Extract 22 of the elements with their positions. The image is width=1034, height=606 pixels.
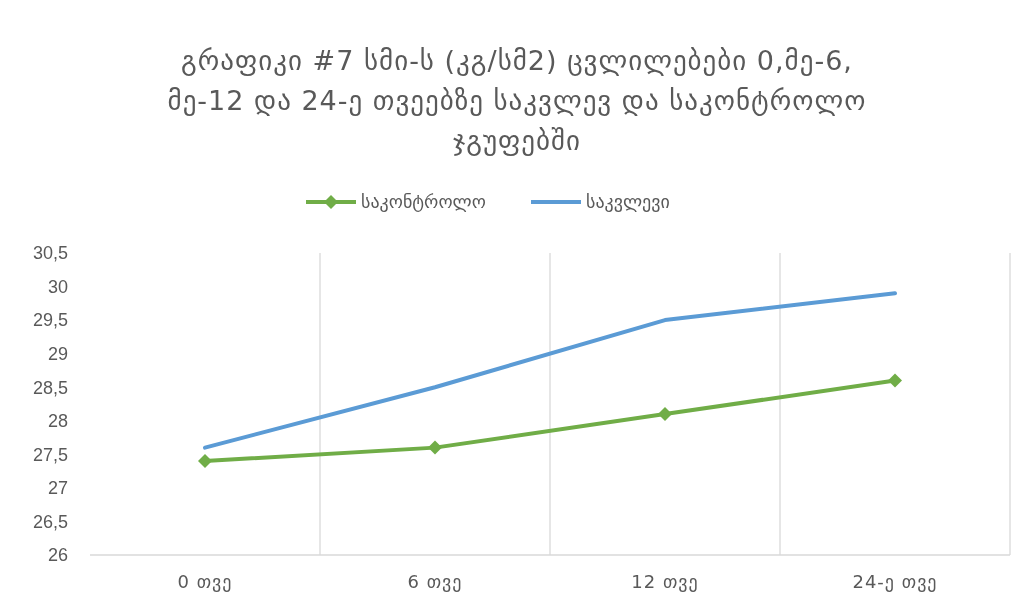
x-tick-label: 6 თვე: [407, 571, 463, 592]
y-tick-label: 30: [47, 276, 68, 297]
point: [658, 407, 672, 422]
y-tick-label: 27,5: [32, 444, 68, 465]
x-tick-label: 12 თვე: [631, 571, 699, 592]
point: [428, 440, 442, 455]
y-tick-label: 29,5: [32, 310, 68, 331]
x-tick-label: 24-ე თვე: [852, 571, 938, 592]
line-series: [203, 291, 897, 450]
chart-title: გრაფიკი #7 სმი-ს (კგ/სმ2) ცვლილებები 0,მე-6, მე-12 და 24-ე თვეებზე საკვლევ და საკონტროლო ჯგუფებში: [167, 45, 867, 156]
y-tick-label: 28,5: [32, 377, 68, 398]
point: [888, 373, 902, 388]
y-tick-label: 28: [47, 411, 68, 432]
legend-label: საკონტროლო: [361, 191, 486, 213]
y-tick-label: 26,5: [32, 511, 68, 532]
y-tick-label: 26: [47, 545, 68, 566]
legend-label: საკვლევი: [586, 191, 670, 213]
y-tick-label: 29: [47, 343, 68, 364]
x-tick-label: 0 თვე: [177, 571, 233, 592]
y-tick-label: 30,5: [32, 243, 68, 264]
y-tick-label: 27: [47, 478, 68, 499]
point: [198, 454, 212, 469]
